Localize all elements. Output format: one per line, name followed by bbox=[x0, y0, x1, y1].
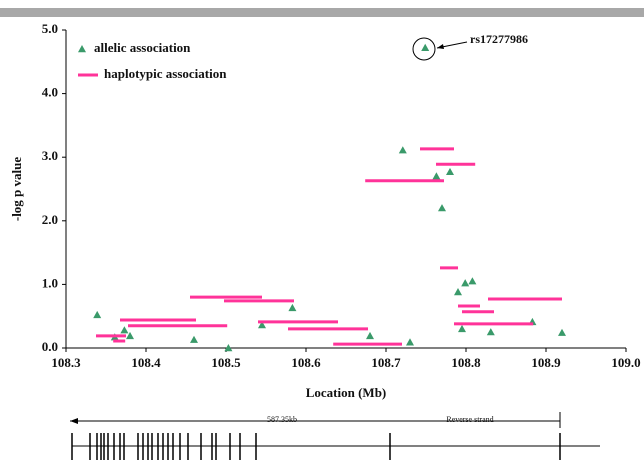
track-strand: Reverse strand bbox=[446, 415, 493, 424]
x-tick-label: 108.7 bbox=[371, 355, 401, 370]
point bbox=[486, 328, 495, 336]
point bbox=[458, 324, 466, 333]
y-axis-label: -log p value bbox=[9, 157, 24, 222]
x-tick-label: 109.0 bbox=[611, 355, 640, 370]
y-tick-label: 2.0 bbox=[42, 212, 58, 227]
x-tick-label: 108.6 bbox=[291, 355, 321, 370]
point bbox=[468, 277, 477, 285]
top-bar bbox=[0, 8, 644, 17]
point bbox=[126, 331, 134, 340]
point bbox=[93, 310, 102, 319]
point bbox=[288, 303, 297, 312]
track-length: 587.35kb bbox=[267, 415, 297, 424]
x-tick-label: 108.8 bbox=[451, 355, 481, 370]
legend-label: allelic association bbox=[94, 40, 191, 55]
legend-label: haplotypic association bbox=[104, 66, 227, 81]
point bbox=[558, 328, 566, 336]
point bbox=[398, 146, 407, 154]
x-axis-label: Location (Mb) bbox=[306, 385, 387, 400]
point bbox=[461, 279, 470, 287]
legend-swatch bbox=[78, 45, 86, 53]
highlight-circle bbox=[412, 37, 436, 61]
x-tick-label: 108.4 bbox=[131, 355, 161, 370]
y-tick-label: 5.0 bbox=[42, 21, 58, 36]
y-tick-label: 1.0 bbox=[42, 275, 58, 290]
point bbox=[366, 331, 374, 340]
point bbox=[406, 338, 414, 346]
point bbox=[446, 167, 454, 176]
point bbox=[224, 344, 233, 352]
x-tick-label: 108.5 bbox=[211, 355, 241, 370]
point bbox=[120, 326, 129, 334]
y-tick-label: 4.0 bbox=[42, 85, 58, 100]
point bbox=[258, 321, 266, 329]
point bbox=[190, 335, 198, 343]
x-tick-label: 108.9 bbox=[531, 355, 561, 370]
y-tick-label: 0.0 bbox=[42, 339, 58, 354]
point bbox=[421, 43, 430, 52]
arrow-head bbox=[437, 44, 444, 49]
y-tick-label: 3.0 bbox=[42, 148, 58, 163]
point bbox=[438, 204, 446, 212]
point bbox=[454, 288, 462, 296]
x-tick-label: 108.3 bbox=[51, 355, 81, 370]
point bbox=[432, 172, 441, 180]
annotation: rs17277986 bbox=[470, 32, 528, 46]
gene-track bbox=[70, 412, 600, 460]
